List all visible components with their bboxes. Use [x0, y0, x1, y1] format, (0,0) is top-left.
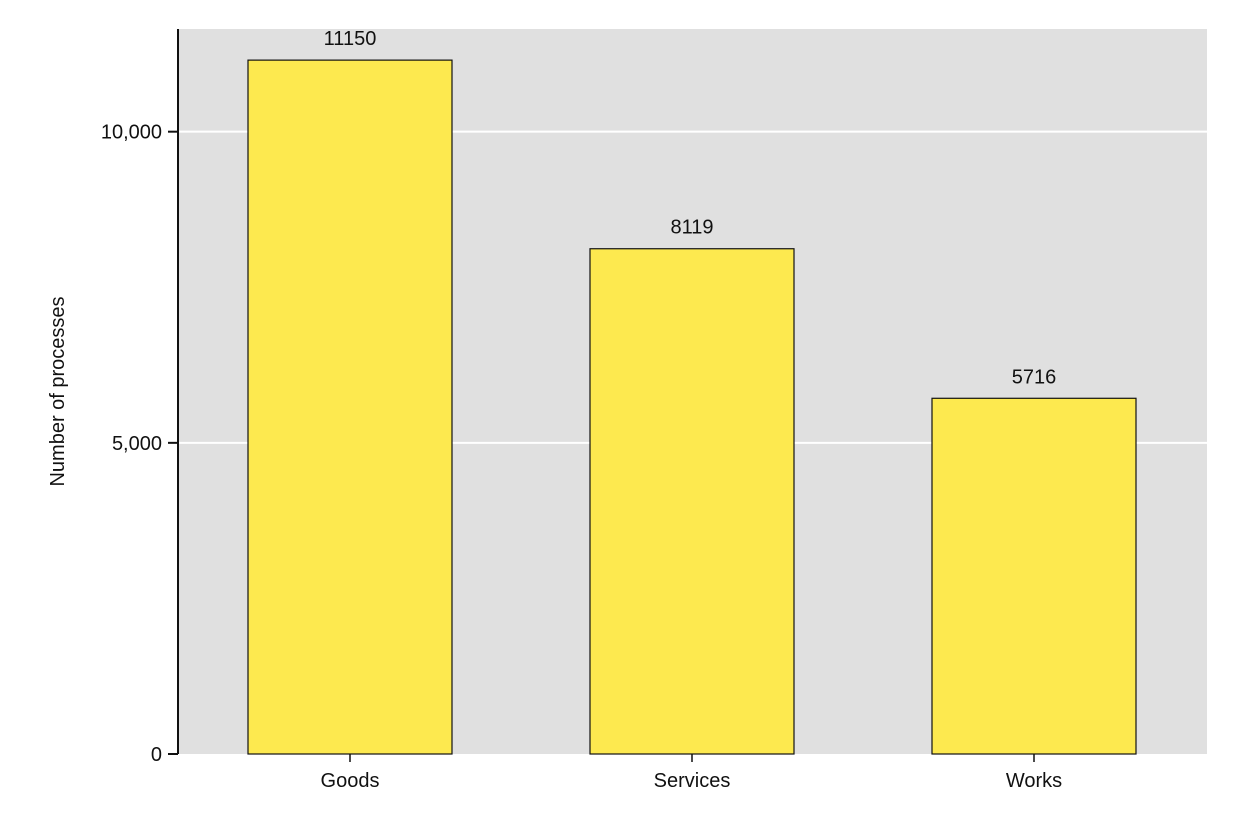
- y-axis-ticks: 0 5,000 10,000: [101, 122, 178, 766]
- bars: [247, 59, 1137, 755]
- bar-goods: [247, 59, 453, 755]
- x-tick-label-services: Services: [654, 770, 731, 792]
- y-tick-label: 5,000: [112, 433, 162, 455]
- y-tick-label: 0: [151, 744, 162, 766]
- x-axis-ticks: Goods Services Works: [321, 754, 1062, 792]
- x-tick-label-works: Works: [1006, 770, 1062, 792]
- x-tick-label-goods: Goods: [321, 770, 380, 792]
- bar-services: [589, 248, 795, 755]
- bar-works: [931, 397, 1137, 755]
- data-labels: 11150 8119 5716: [324, 28, 1057, 388]
- y-tick-label: 10,000: [101, 122, 162, 144]
- y-axis-title: Number of processes: [47, 296, 69, 486]
- data-label-works: 5716: [1012, 366, 1057, 388]
- data-label-services: 8119: [670, 217, 713, 239]
- data-label-goods: 11150: [324, 28, 377, 50]
